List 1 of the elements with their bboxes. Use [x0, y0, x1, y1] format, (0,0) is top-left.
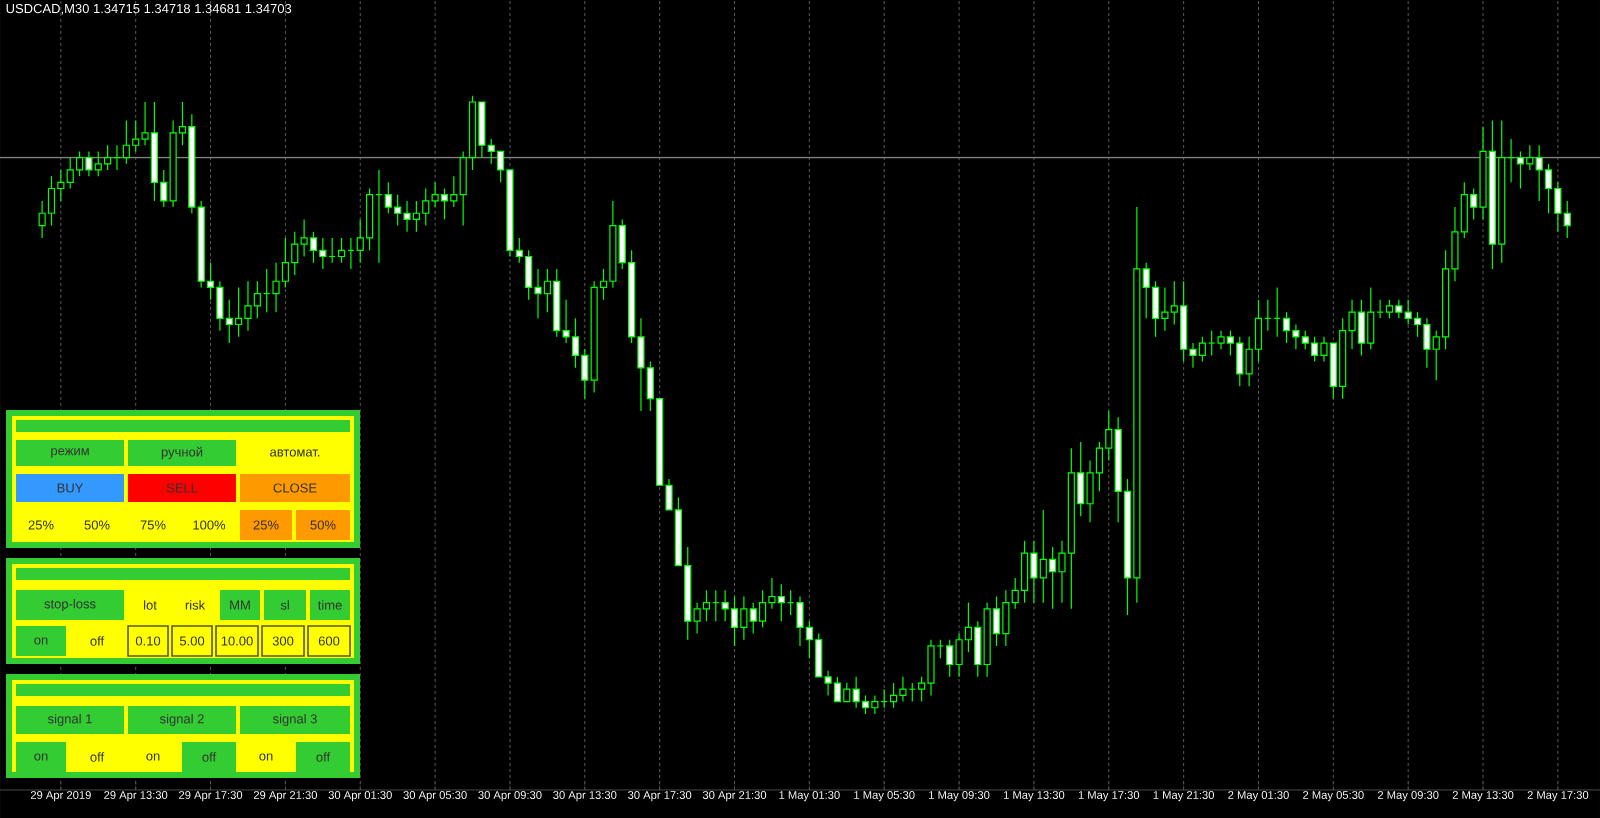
candlestick — [1516, 150, 1525, 190]
